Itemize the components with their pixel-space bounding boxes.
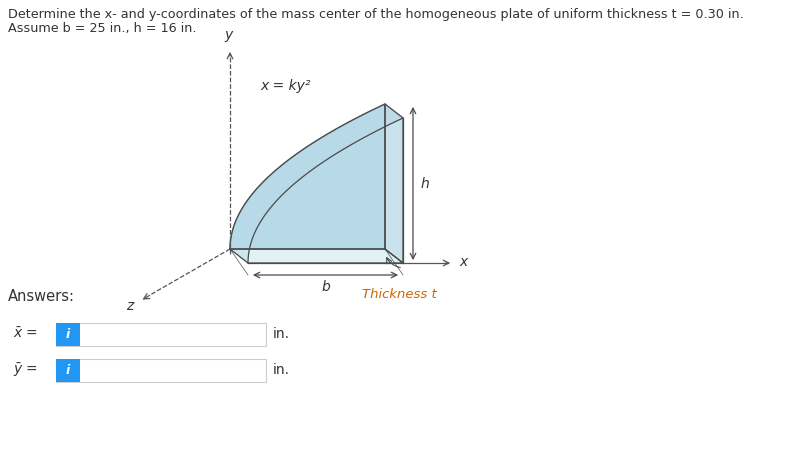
Text: Assume b = 25 in., h = 16 in.: Assume b = 25 in., h = 16 in. [8,22,197,35]
Polygon shape [385,104,403,263]
Text: z: z [127,299,134,313]
Bar [56,322,266,346]
Text: x = ky²: x = ky² [260,79,311,93]
Text: $\bar{y}$ =: $\bar{y}$ = [13,361,38,379]
Text: x: x [459,255,467,269]
Text: in.: in. [273,327,290,341]
Text: b: b [321,280,330,294]
Text: Determine the x- and y-coordinates of the mass center of the homogeneous plate o: Determine the x- and y-coordinates of th… [8,8,744,21]
Bar [56,322,80,346]
Text: Thickness t: Thickness t [362,288,437,301]
Text: $\bar{x}$ =: $\bar{x}$ = [13,327,38,341]
Text: y: y [224,28,232,42]
Polygon shape [230,104,385,249]
Bar [56,358,266,382]
Text: h: h [421,176,430,191]
Polygon shape [230,104,403,263]
Text: Answers:: Answers: [8,289,75,304]
Text: in.: in. [273,363,290,377]
Text: i: i [66,364,70,376]
Text: i: i [66,328,70,340]
Bar [56,358,80,382]
Polygon shape [230,249,403,263]
